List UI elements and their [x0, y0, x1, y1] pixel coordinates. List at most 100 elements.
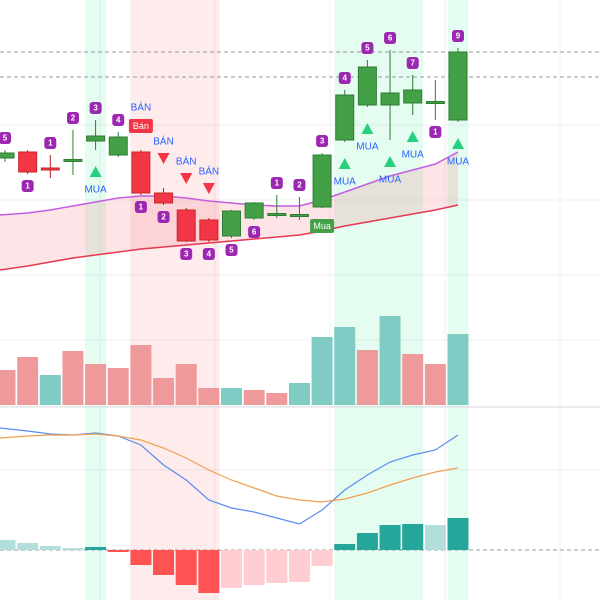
volume-bar	[334, 327, 356, 405]
signal-zone	[85, 0, 107, 600]
count-label: 5	[229, 246, 234, 255]
count-label: 4	[116, 116, 121, 125]
count-marker	[134, 201, 147, 213]
count-label: 1	[433, 128, 438, 137]
histogram-bar	[175, 550, 197, 585]
histogram-bar	[402, 524, 424, 550]
candle-body	[108, 136, 128, 156]
histogram-bar	[153, 550, 175, 575]
count-marker	[112, 114, 125, 126]
candle-body	[176, 209, 196, 242]
count-label: 4	[343, 74, 348, 83]
signal-box	[128, 119, 153, 133]
count-label: 3	[184, 250, 189, 259]
histogram-bar	[288, 550, 310, 582]
sell-arrow	[202, 183, 215, 194]
count-marker	[452, 30, 464, 42]
ma-slow	[0, 204, 459, 271]
histogram-bar	[356, 533, 378, 550]
candle-body	[63, 159, 83, 162]
signal-label: MUA	[334, 177, 357, 188]
candle-body	[154, 192, 174, 204]
histogram-bar	[424, 525, 446, 550]
count-label: 3	[320, 137, 325, 146]
buy-arrow	[384, 156, 397, 167]
signal-zone	[447, 0, 469, 600]
count-label: 3	[93, 104, 98, 113]
count-marker	[89, 102, 102, 114]
signal-label: BÁN	[153, 135, 174, 148]
count-marker	[157, 211, 170, 223]
count-marker	[270, 177, 283, 189]
signal-label: MUA	[356, 142, 379, 153]
volume-bar	[198, 388, 220, 405]
histogram-bar	[311, 550, 333, 566]
histogram-bar	[130, 550, 152, 565]
count-marker	[406, 57, 419, 69]
signal-label: MUA	[447, 157, 470, 168]
buy-arrow	[406, 131, 419, 142]
count-label: 9	[456, 32, 461, 41]
candle-body	[425, 101, 445, 104]
candle-body	[380, 92, 400, 106]
signal-label: MUA	[379, 175, 402, 186]
count-marker	[316, 135, 329, 147]
volume-bar	[243, 390, 265, 405]
signal-label: BÁN	[131, 101, 152, 114]
signal-label: MUA	[402, 150, 425, 161]
volume-bar	[107, 368, 129, 405]
volume-bar	[175, 364, 197, 405]
signal-line	[0, 433, 459, 503]
signal-zone	[130, 0, 220, 600]
candle-body	[289, 214, 309, 217]
count-marker	[21, 180, 34, 192]
histogram-bar	[334, 544, 356, 550]
count-label: 7	[410, 59, 415, 68]
count-label: 4	[207, 250, 212, 259]
count-marker	[225, 244, 238, 256]
count-marker	[429, 126, 442, 138]
volume-bar	[424, 364, 446, 405]
candle-body	[448, 51, 468, 121]
sell-arrow	[180, 173, 193, 184]
histogram-bar	[243, 550, 265, 585]
count-marker	[180, 248, 193, 260]
candle-body	[86, 135, 106, 142]
count-label: 1	[25, 182, 30, 191]
candle-body	[18, 151, 38, 173]
volume-bar	[356, 350, 378, 405]
signal-box-label: Mua	[313, 221, 331, 231]
signal-label: BÁN	[199, 165, 220, 178]
buy-arrow	[452, 138, 464, 149]
count-marker	[0, 132, 11, 144]
candle-body	[335, 94, 355, 141]
count-marker	[293, 179, 306, 191]
histogram-bar	[447, 518, 469, 550]
signal-label: BÁN	[176, 155, 197, 168]
count-label: 2	[71, 114, 76, 123]
count-marker	[338, 72, 351, 84]
histogram-bar	[0, 540, 16, 550]
histogram-bar	[62, 548, 84, 550]
volume-bar	[266, 393, 288, 405]
volume-bar	[153, 378, 175, 405]
count-label: 2	[297, 181, 302, 190]
signal-box-label: Bán	[133, 121, 149, 131]
candle-body	[199, 219, 219, 241]
candle-body	[403, 89, 423, 104]
count-marker	[384, 32, 397, 44]
count-label: 2	[161, 213, 166, 222]
volume-bar	[130, 345, 152, 405]
candle-body	[0, 152, 15, 159]
candle-body	[131, 151, 151, 194]
histogram-bar	[107, 550, 129, 552]
signal-label: MUA	[84, 185, 107, 196]
volume-bar	[85, 364, 107, 405]
volume-bar	[0, 370, 16, 405]
count-marker	[44, 137, 57, 149]
count-label: 1	[275, 179, 280, 188]
sell-arrow	[157, 153, 170, 164]
count-label: 6	[388, 34, 393, 43]
histogram-bar	[198, 550, 220, 593]
